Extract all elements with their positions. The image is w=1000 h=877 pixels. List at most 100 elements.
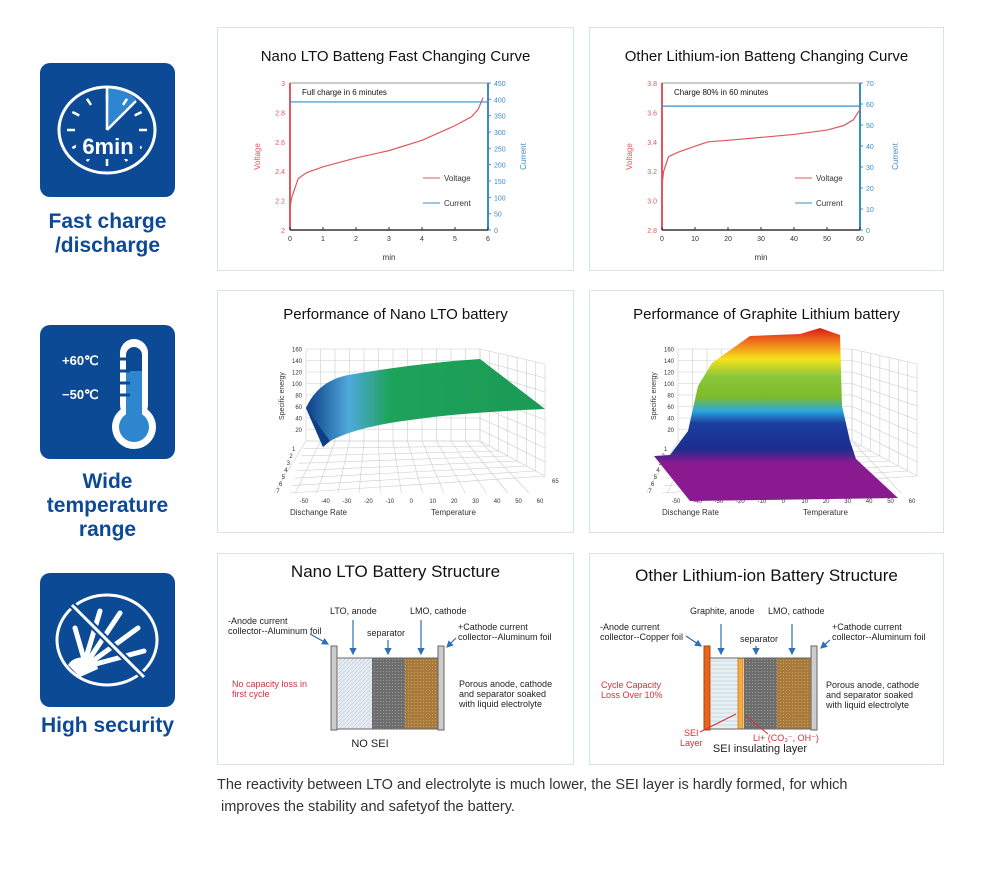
- ions-label: Li+ (CO₃⁻, OH⁻): [753, 733, 819, 743]
- cell-diagram-graphite: SEI insulating layer: [685, 624, 831, 755]
- y-tick-label: 6: [651, 482, 655, 488]
- y-tick-label: 5: [282, 475, 286, 481]
- x-axis-label: min: [755, 253, 768, 262]
- y-axis-label: Dischange Rate: [662, 508, 719, 517]
- x-tick-label: 5: [453, 236, 457, 243]
- x-tick-label: 10: [429, 499, 436, 505]
- x-tick-label: -10: [757, 499, 766, 505]
- temp-high-text: +60℃: [62, 353, 99, 368]
- y2-tick-label: 250: [494, 146, 506, 153]
- y-tick-label: 2: [281, 228, 285, 235]
- anode-label: LTO, anode: [330, 606, 377, 616]
- y-axis-label: Voltage: [625, 143, 634, 170]
- x-tick-label: 0: [288, 236, 292, 243]
- clock-tick: [71, 110, 80, 117]
- x-tick-label: -20: [364, 499, 373, 505]
- x-tick-label: 1: [321, 236, 325, 243]
- capacity-note: Cycle Capacity Loss Over 10%: [601, 680, 663, 700]
- panel-nano-lto-structure: Nano LTO Battery Structure LTO, anode LM…: [217, 553, 574, 765]
- x-tick-label: 60: [856, 236, 864, 243]
- chart-title: Nano LTO Batteng Fast Changing Curve: [260, 48, 531, 65]
- separator-label: separator: [367, 628, 406, 638]
- x-tick-label: 40: [790, 236, 798, 243]
- cell-diagram-lto: NO SEI: [309, 620, 457, 750]
- grid-line: [851, 394, 918, 421]
- y-tick-label: 4: [656, 468, 660, 474]
- z-tick-label: 140: [664, 359, 675, 365]
- grid-line: [421, 440, 445, 494]
- x-tick-label: 0: [410, 499, 414, 505]
- y-tick-label: 3.0: [647, 199, 657, 206]
- y2-tick-label: 10: [866, 207, 874, 214]
- y-tick-label: 5: [654, 475, 658, 481]
- y-axis-label: Dischange Rate: [290, 508, 347, 517]
- separator-label: separator: [740, 634, 779, 644]
- anode-collector-label: -Anode current collector--Copper foil: [600, 622, 684, 642]
- y2-tick-label: 300: [494, 130, 506, 137]
- x-tick-label: 40: [866, 499, 873, 505]
- y-tick-label: 4: [284, 468, 288, 474]
- x-tick-label: 30: [757, 236, 765, 243]
- x-tick-label: -40: [693, 499, 702, 505]
- grid-line: [294, 465, 527, 479]
- chart-annotation: Charge 80% in 60 minutes: [674, 88, 768, 97]
- z-axis-label: Specific energy: [279, 372, 286, 420]
- y-tick-label: 2.4: [275, 169, 285, 176]
- cathode-label: LMO, cathode: [768, 606, 825, 616]
- grid-line: [296, 460, 518, 472]
- z-tick-label: 100: [664, 382, 675, 388]
- y-axis-label: Voltage: [253, 143, 262, 170]
- legend-voltage-label: Voltage: [444, 174, 471, 183]
- chart-title: Other Lithium-ion Batteng Changing Curve: [624, 48, 909, 65]
- grid-line: [316, 440, 336, 494]
- grid-line: [479, 348, 546, 365]
- y-tick-label: 7: [276, 489, 280, 495]
- temp-low-text: −50℃: [62, 387, 99, 402]
- x-tick-label: 60: [909, 499, 916, 505]
- y2-tick-label: 60: [866, 102, 874, 109]
- y2-tick-label: 150: [494, 179, 506, 186]
- y-tick-label: 1: [292, 447, 296, 453]
- y2-tick-label: 20: [866, 186, 874, 193]
- y2-tick-label: 50: [866, 123, 874, 130]
- grid-line: [292, 470, 536, 486]
- x-tick-label: 50: [823, 236, 831, 243]
- cathode-label: LMO, cathode: [410, 606, 467, 616]
- grid-line: [273, 440, 307, 494]
- surface-chart-graphite: 204060801001201401601234567-50-40-30-20-…: [645, 328, 918, 517]
- x-tick-label: 0: [782, 499, 786, 505]
- clock-tick: [121, 98, 129, 106]
- line-chart-other-li: 0 10 20 30 40 50 60 2.8 3.0 3.2 3.4 3.6 3.8 0 10 20 30 40…: [625, 81, 900, 262]
- panel-nano-lto-curve: Nano LTO Batteng Fast Changing Curve 0 1 2…: [217, 27, 574, 271]
- x-tick-label: 30: [844, 499, 851, 505]
- y2-tick-label: 200: [494, 163, 506, 170]
- grid-line: [851, 406, 918, 435]
- x-tick-label: 0: [660, 236, 664, 243]
- x-tick-label: 20: [451, 499, 458, 505]
- legend-voltage-label: Voltage: [816, 174, 843, 183]
- z-tick-label: 40: [295, 417, 302, 423]
- grid-line: [303, 445, 490, 449]
- capacity-note: No capacity loss in first cycle: [232, 679, 308, 699]
- x-tick-label: 50: [887, 499, 894, 505]
- stopwatch-text: 6min: [82, 134, 133, 159]
- x-tick-label: 20: [823, 499, 830, 505]
- label-line: /discharge: [54, 234, 161, 257]
- y-tick-label: 3.2: [647, 169, 657, 176]
- grid-line: [851, 383, 918, 407]
- sei-insulating-label: SEI insulating layer: [713, 743, 807, 755]
- grid-line: [479, 429, 546, 463]
- no-sei-label: NO SEI: [351, 738, 388, 750]
- y2-tick-label: 400: [494, 97, 506, 104]
- grid-line: [479, 360, 546, 379]
- grid-line: [289, 475, 546, 494]
- z-axis-label: Specific energy: [651, 372, 658, 420]
- y2-tick-label: 40: [866, 144, 874, 151]
- z-tick-label: 160: [664, 348, 675, 354]
- y2-tick-label: 70: [866, 81, 874, 88]
- y-tick-label: 3.4: [647, 140, 657, 147]
- z-tick-label: 40: [667, 417, 674, 423]
- z-tick-label: 20: [667, 428, 674, 434]
- x-tick-label: 2: [354, 236, 358, 243]
- cathode-collector-label: +Cathode current collector--Aluminum foil: [458, 622, 552, 642]
